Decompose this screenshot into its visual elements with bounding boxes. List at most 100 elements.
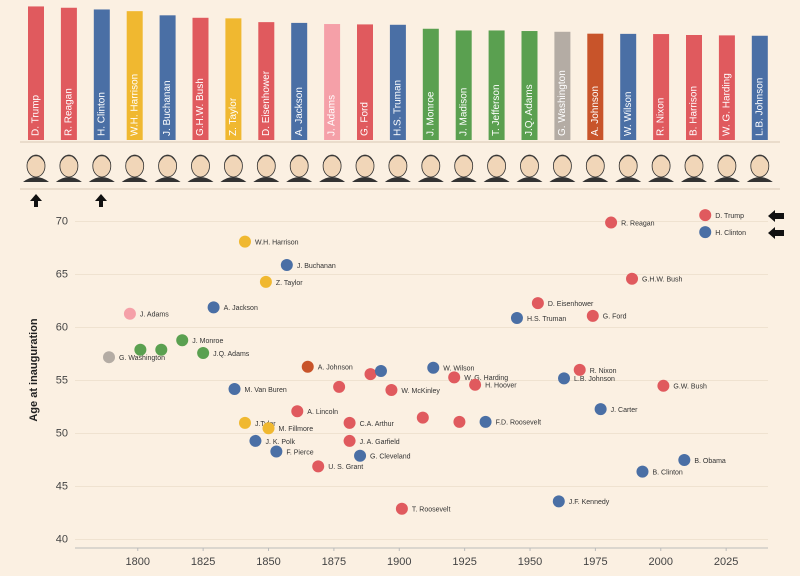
face: [191, 154, 210, 178]
point: [123, 307, 136, 320]
bar: [93, 9, 110, 141]
suit: [615, 177, 642, 182]
portrait: [352, 154, 378, 182]
x-tick-label: 1925: [452, 556, 476, 568]
hair: [651, 155, 671, 164]
portrait: [582, 154, 609, 182]
point-label: J. Buchanan: [297, 263, 336, 270]
bar: [521, 31, 538, 141]
point: [270, 445, 283, 458]
point: [469, 378, 482, 391]
bar-label: L.B. Johnson: [754, 78, 765, 136]
portrait: [319, 154, 346, 182]
bar-label: D. Eisenhower: [261, 70, 272, 136]
point-label: T. Roosevelt: [412, 507, 451, 514]
portrait: [648, 154, 675, 182]
bar-label: J. Buchanan: [162, 80, 173, 136]
point: [395, 502, 408, 515]
bar: [291, 22, 308, 140]
face: [421, 154, 441, 178]
hair: [487, 155, 506, 164]
face: [618, 154, 638, 178]
hair: [553, 155, 572, 164]
portrait: [220, 154, 247, 182]
portrait: [615, 154, 642, 182]
point-label: J. Carter: [611, 407, 639, 414]
bar-label: J. Adams: [327, 95, 338, 136]
suit: [384, 177, 411, 182]
face: [256, 154, 276, 178]
hair: [289, 155, 309, 164]
suit: [154, 177, 181, 182]
point: [678, 454, 691, 467]
point-label: J.Q. Adams: [213, 351, 250, 358]
face: [125, 154, 145, 178]
bar-label: D. Trump: [31, 94, 42, 136]
point-label: A. Lincoln: [307, 409, 338, 416]
face: [355, 154, 375, 178]
point: [228, 382, 241, 395]
face: [585, 154, 605, 178]
face: [750, 154, 770, 178]
point: [448, 371, 461, 384]
suit: [286, 177, 313, 182]
point: [510, 311, 523, 324]
hair: [750, 155, 770, 164]
portrait: [253, 154, 280, 182]
y-tick-label: 55: [56, 374, 68, 386]
x-tick-label: 2025: [714, 556, 738, 568]
point: [155, 343, 168, 356]
point-label: J. Adams: [140, 312, 169, 319]
point: [385, 384, 398, 397]
hair: [257, 155, 276, 164]
face: [684, 154, 704, 178]
suit: [713, 177, 740, 182]
face: [92, 154, 112, 178]
bar: [258, 22, 275, 141]
point: [291, 405, 304, 418]
point-label: G.H.W. Bush: [642, 277, 683, 284]
portrait: [516, 154, 543, 182]
point: [364, 368, 377, 381]
hair: [717, 155, 737, 164]
face: [553, 154, 572, 178]
point: [176, 334, 189, 347]
suit: [681, 177, 707, 182]
point-label: G.W. Bush: [673, 384, 707, 391]
point: [699, 226, 712, 239]
bar-label: T. Jefferson: [491, 84, 502, 136]
face: [717, 154, 737, 178]
point-label: J. K. Polk: [265, 439, 295, 446]
suit: [88, 177, 115, 182]
y-tick-label: 65: [56, 268, 68, 280]
point-label: F.D. Roosevelt: [496, 420, 542, 427]
portrait: [88, 154, 115, 182]
suit: [746, 177, 773, 182]
point: [312, 460, 325, 473]
bar: [159, 15, 176, 140]
bar-label: G. Washington: [557, 70, 568, 136]
bar: [357, 24, 373, 141]
portrait: [23, 154, 49, 182]
bar: [60, 7, 77, 140]
point: [259, 275, 272, 288]
portrait: [746, 154, 773, 182]
suit: [23, 177, 49, 182]
suit: [483, 177, 510, 182]
suit: [121, 177, 148, 182]
point: [354, 449, 367, 462]
point-label: W. Wilson: [443, 366, 474, 373]
point: [249, 434, 262, 447]
point: [238, 416, 251, 429]
face: [223, 154, 243, 178]
point-label: A. Jackson: [224, 305, 258, 312]
bar: [751, 35, 768, 140]
y-tick-label: 45: [56, 480, 68, 492]
suit: [450, 177, 477, 182]
hair: [586, 155, 605, 164]
bar-label: H.S. Truman: [393, 80, 404, 136]
bar-label: W. G. Harding: [722, 73, 733, 136]
bar: [389, 24, 406, 140]
y-tick-label: 70: [56, 215, 68, 227]
